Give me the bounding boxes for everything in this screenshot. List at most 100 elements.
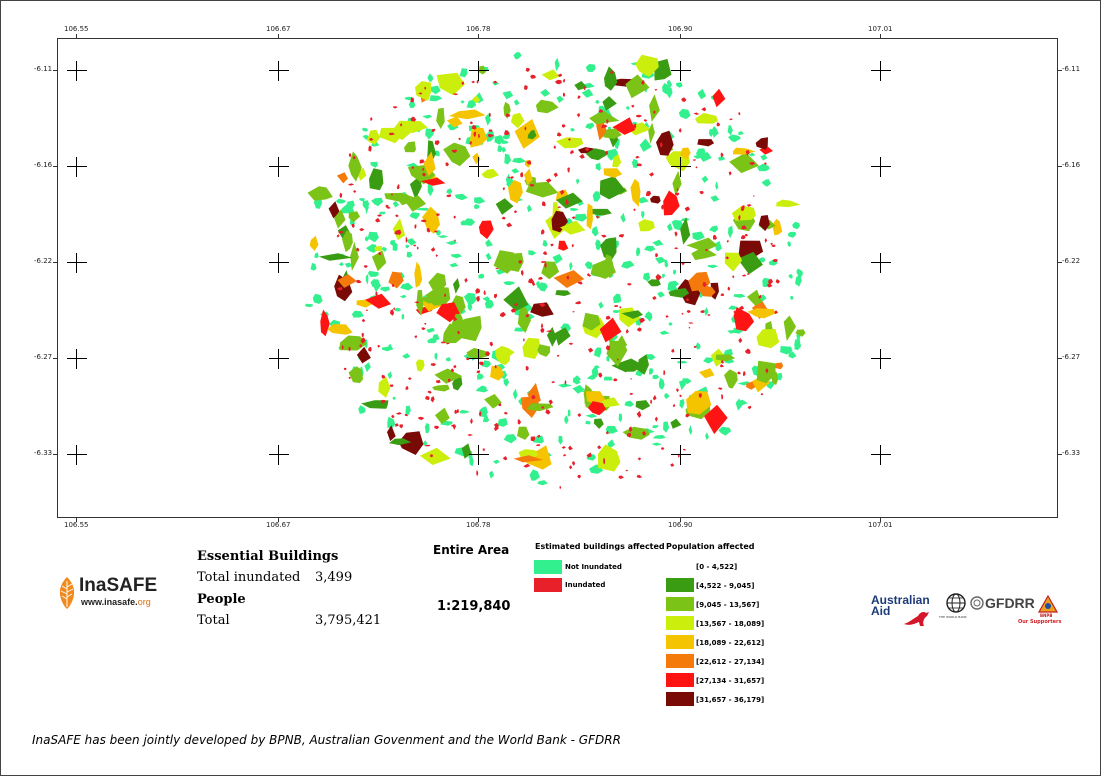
building-inundated: [538, 276, 543, 280]
building-inundated: [557, 73, 563, 78]
building-inundated: [531, 395, 536, 400]
building-inundated: [528, 278, 534, 284]
building-not-inundated: [366, 244, 378, 253]
building-inundated: [768, 278, 774, 285]
building-not-inundated: [310, 263, 317, 271]
building-not-inundated: [796, 268, 804, 277]
building-not-inundated: [736, 399, 748, 406]
building-inundated: [377, 214, 383, 217]
building-not-inundated: [502, 140, 509, 144]
building-not-inundated: [338, 262, 344, 267]
building-inundated: [568, 445, 573, 451]
building-inundated: [695, 166, 698, 169]
population-area: [648, 122, 655, 144]
population-area: [758, 215, 770, 232]
building-inundated: [738, 215, 741, 221]
population-area: [556, 137, 584, 149]
building-not-inundated: [567, 409, 571, 417]
building-not-inundated: [479, 385, 488, 390]
population-area: [593, 418, 604, 429]
building-inundated: [473, 131, 477, 138]
building-inundated: [348, 183, 355, 186]
population-area: [434, 407, 450, 424]
building-not-inundated: [474, 197, 486, 204]
population-area: [522, 337, 541, 359]
building-inundated: [352, 223, 355, 228]
population-area: [526, 445, 552, 470]
building-not-inundated: [794, 340, 802, 351]
building-not-inundated: [652, 425, 659, 429]
building-not-inundated: [664, 393, 670, 399]
building-inundated: [653, 110, 656, 114]
building-inundated: [681, 97, 687, 102]
x-tick-mark-top: [880, 34, 881, 38]
graticule-cross: [469, 445, 489, 465]
map-canvas[interactable]: [57, 38, 1058, 518]
building-not-inundated: [427, 183, 434, 197]
building-inundated: [394, 423, 399, 427]
building-inundated: [461, 81, 464, 85]
building-inundated: [451, 424, 455, 427]
building-inundated: [426, 228, 431, 233]
building-inundated: [530, 74, 536, 79]
building-inundated: [727, 286, 731, 291]
map-layer: [304, 52, 806, 490]
building-not-inundated: [492, 459, 500, 464]
building-not-inundated: [569, 261, 573, 271]
building-not-inundated: [682, 378, 692, 385]
population-area: [558, 240, 569, 251]
building-not-inundated: [679, 399, 685, 409]
building-not-inundated: [595, 99, 600, 104]
building-inundated: [725, 256, 730, 260]
population-area: [715, 354, 736, 362]
building-not-inundated: [787, 241, 791, 247]
building-not-inundated: [787, 231, 797, 238]
population-area: [414, 261, 423, 288]
building-not-inundated: [408, 99, 416, 109]
building-inundated: [441, 341, 446, 344]
population-area: [555, 290, 571, 296]
building-inundated: [430, 396, 435, 403]
population-area: [724, 252, 743, 272]
population-area: [695, 112, 718, 124]
building-inundated: [603, 457, 606, 465]
building-inundated: [642, 431, 647, 436]
legend-label: [13,567 - 18,089]: [696, 620, 765, 628]
gfdrr-label: GFDRR: [985, 595, 1035, 611]
building-inundated: [774, 310, 779, 315]
building-inundated: [393, 106, 398, 109]
building-inundated: [364, 265, 368, 268]
building-not-inundated: [502, 90, 514, 100]
sponsor-logos: Australian Aid THE WORLD BANK GFDRR BNPB…: [870, 592, 1061, 632]
building-inundated: [718, 421, 721, 427]
building-not-inundated: [473, 204, 480, 209]
building-not-inundated: [351, 310, 364, 318]
building-inundated: [435, 254, 438, 257]
building-not-inundated: [401, 313, 405, 320]
building-inundated: [561, 446, 566, 449]
australian-aid-logo: Australian Aid: [871, 593, 930, 618]
population-area: [336, 172, 348, 184]
population-area: [434, 368, 463, 384]
building-inundated: [503, 130, 510, 136]
building-inundated: [565, 199, 569, 205]
building-inundated: [396, 185, 400, 190]
building-inundated: [764, 162, 767, 165]
population-area: [442, 323, 467, 344]
building-not-inundated: [613, 293, 622, 303]
x-tick-mark-bottom: [478, 518, 479, 522]
population-area: [663, 190, 680, 216]
building-inundated: [700, 310, 705, 313]
legend-label: Not Inundated: [565, 563, 622, 571]
building-inundated: [635, 155, 640, 159]
legend-swatch: [666, 616, 694, 630]
building-not-inundated: [467, 301, 473, 312]
building-inundated: [353, 190, 357, 193]
building-inundated: [505, 113, 511, 117]
building-not-inundated: [513, 99, 520, 106]
building-not-inundated: [503, 281, 516, 286]
inasafe-url-prefix: www.inasafe.: [81, 597, 138, 607]
building-inundated: [541, 406, 545, 409]
population-area: [387, 425, 396, 442]
building-not-inundated: [365, 273, 369, 285]
